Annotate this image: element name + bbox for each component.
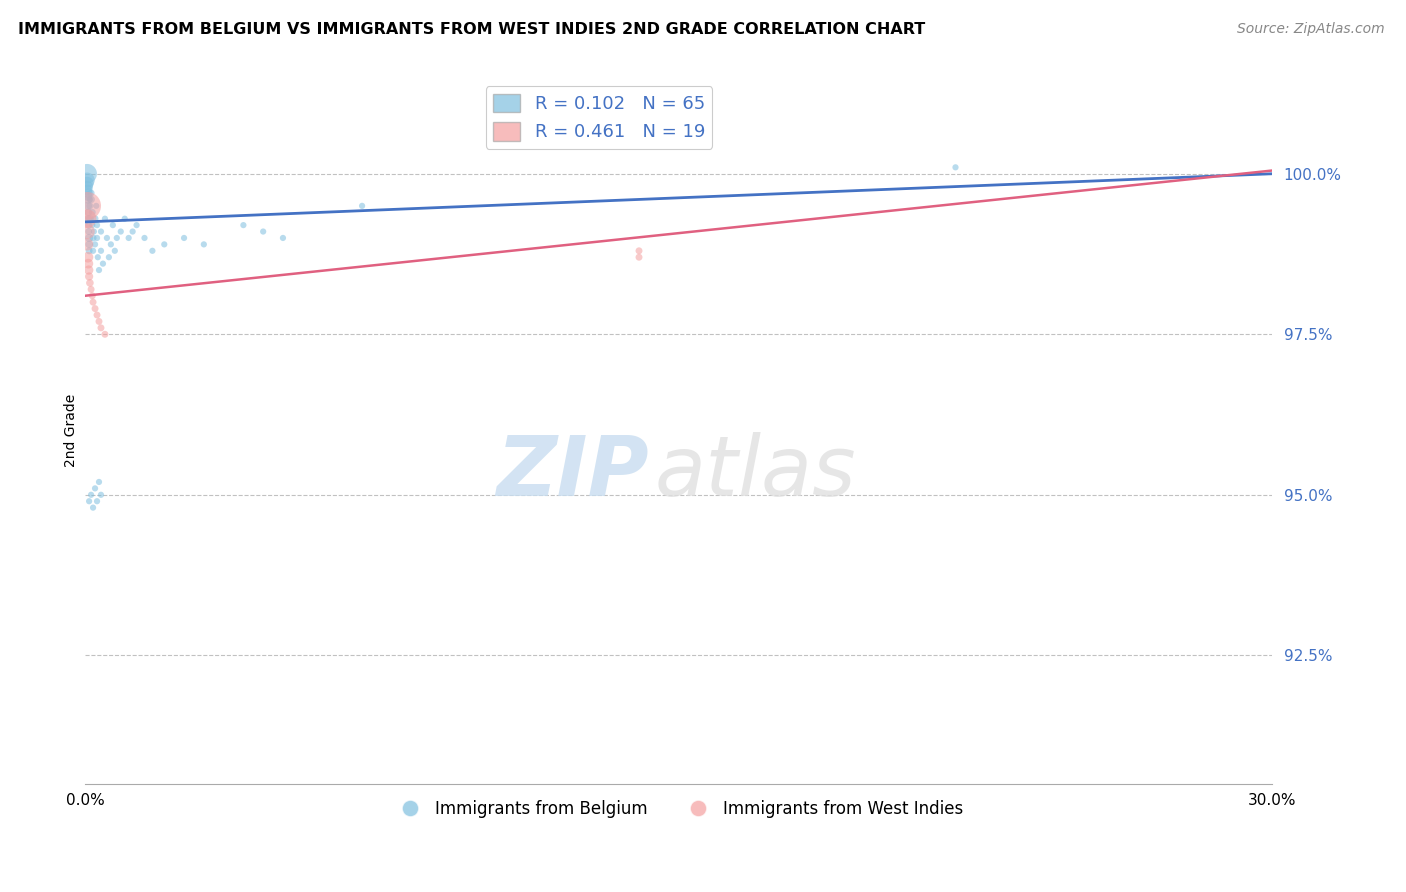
Point [76,199,98,213]
Point [80,193,103,207]
Point [134,231,156,245]
Point [77,189,100,203]
Point [84,237,107,252]
Point [77,225,100,239]
Point [105,231,128,245]
Point [173,231,195,245]
Point [87,250,110,264]
Point [79,276,101,290]
Point [90,488,112,502]
Point [94,211,117,226]
Point [91,257,114,271]
Point [84,482,107,496]
Point [77,211,100,226]
Text: Source: ZipAtlas.com: Source: ZipAtlas.com [1237,22,1385,37]
Point [76,167,98,181]
Point [945,161,967,175]
Point [86,308,108,322]
Point [86,494,108,508]
Point [77,244,100,258]
Point [76,173,98,187]
Point [110,225,132,239]
Point [77,231,100,245]
Point [82,231,104,245]
Point [83,225,105,239]
Point [271,231,294,245]
Point [77,218,100,232]
Point [82,205,104,219]
Point [76,237,98,252]
Point [79,199,101,213]
Point [76,211,98,226]
Text: IMMIGRANTS FROM BELGIUM VS IMMIGRANTS FROM WEST INDIES 2ND GRADE CORRELATION CHA: IMMIGRANTS FROM BELGIUM VS IMMIGRANTS FR… [18,22,925,37]
Point [77,257,100,271]
Point [90,321,112,335]
Point [141,244,163,258]
Point [96,231,118,245]
Point [94,327,117,342]
Point [86,218,108,232]
Point [97,250,120,264]
Point [627,250,650,264]
Legend: Immigrants from Belgium, Immigrants from West Indies: Immigrants from Belgium, Immigrants from… [387,794,970,825]
Point [77,269,100,284]
Point [84,211,107,226]
Point [84,199,107,213]
Point [90,225,112,239]
Point [627,244,650,258]
Point [77,199,100,213]
Point [125,218,148,232]
Point [76,225,98,239]
Point [77,250,100,264]
Point [77,263,100,277]
Point [82,295,104,310]
Point [118,231,141,245]
Point [76,177,98,191]
Point [87,475,110,489]
Text: ZIP: ZIP [496,433,650,514]
Point [82,500,104,515]
Point [87,314,110,328]
Point [76,183,98,197]
Point [114,211,136,226]
Point [87,263,110,277]
Text: atlas: atlas [655,433,856,514]
Point [80,282,103,296]
Point [104,244,127,258]
Point [77,193,100,207]
Point [79,211,101,226]
Point [82,244,104,258]
Point [79,193,101,207]
Point [80,186,103,200]
Y-axis label: 2nd Grade: 2nd Grade [65,394,79,467]
Point [252,225,274,239]
Point [100,237,122,252]
Point [76,179,98,194]
Point [84,301,107,316]
Point [232,218,254,232]
Point [77,186,100,200]
Point [77,205,100,219]
Point [153,237,176,252]
Point [77,494,100,508]
Point [90,244,112,258]
Point [82,218,104,232]
Point [82,289,104,303]
Point [77,237,100,252]
Point [101,218,124,232]
Point [193,237,215,252]
Point [121,225,143,239]
Point [86,231,108,245]
Point [352,199,374,213]
Point [80,488,103,502]
